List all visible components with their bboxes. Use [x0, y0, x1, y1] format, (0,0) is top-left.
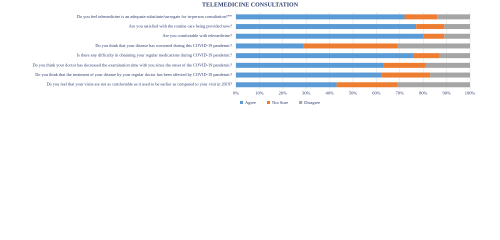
y-tick-label: Do you think that the treatment of your …: [35, 72, 232, 77]
y-tick-label: Do you feel that your visits are not as …: [47, 82, 233, 87]
bar-segment: [236, 72, 382, 78]
x-tick-label: 0%: [233, 91, 239, 96]
bar-segment: [236, 62, 384, 68]
bar-segment: [397, 43, 470, 49]
x-tick-label: 50%: [349, 91, 358, 96]
y-tick-label: Do you think that your disease has worse…: [95, 43, 232, 48]
legend-swatch: [267, 101, 270, 104]
bar-segment: [236, 53, 414, 59]
bar-segment: [236, 24, 417, 30]
y-tick-label: Is there any difficulty in obtaining you…: [77, 53, 232, 58]
x-tick-label: 30%: [302, 91, 311, 96]
legend-swatch: [299, 101, 303, 104]
legend-label: Not Sure: [272, 100, 288, 105]
bar-segment: [444, 24, 470, 30]
y-tick-label: Do you feel telemedicine is an adequate …: [77, 14, 232, 19]
chart: TELEMEDICINE CONSULTATION 0% 10% 20% 30% 40%…: [32, 2, 476, 105]
bar-segment: [236, 43, 304, 49]
bar-segment: [416, 24, 445, 30]
x-tick-label: 20%: [279, 91, 288, 96]
legend-label: Disagree: [304, 100, 320, 105]
bar-segment: [430, 72, 470, 78]
bar-segment: [236, 33, 424, 39]
bar-segment: [236, 82, 337, 88]
x-tick-label: 90%: [442, 91, 451, 96]
legend-label: Agree: [245, 100, 256, 105]
bar-segment: [336, 82, 398, 88]
x-tick-label: 80%: [419, 91, 428, 96]
x-tick-label: 100%: [465, 91, 476, 96]
bar-segment: [381, 72, 431, 78]
bar-segment: [397, 82, 470, 88]
x-tick-label: 70%: [396, 91, 405, 96]
bar-segment: [437, 14, 470, 20]
bar-segment: [439, 53, 470, 59]
y-tick-label: Are you satisfied with the routine care …: [129, 24, 232, 29]
bar-segment: [413, 53, 440, 59]
bar-segment: [303, 43, 398, 49]
bar-segment: [444, 33, 470, 39]
x-tick-label: 40%: [325, 91, 334, 96]
bar-segment: [425, 62, 470, 68]
chart-title: TELEMEDICINE CONSULTATION: [202, 2, 299, 8]
bar-segment: [383, 62, 426, 68]
legend-swatch: [240, 101, 243, 104]
bar-segment: [404, 14, 438, 20]
bar-segment: [423, 33, 445, 39]
y-tick-label: Do you think your doctor has decreased t…: [32, 62, 232, 67]
bar-segment: [236, 14, 405, 20]
y-tick-label: Are you comfortable with telemedicine?: [163, 33, 233, 38]
x-tick-label: 60%: [372, 91, 381, 96]
x-tick-label: 10%: [255, 91, 264, 96]
